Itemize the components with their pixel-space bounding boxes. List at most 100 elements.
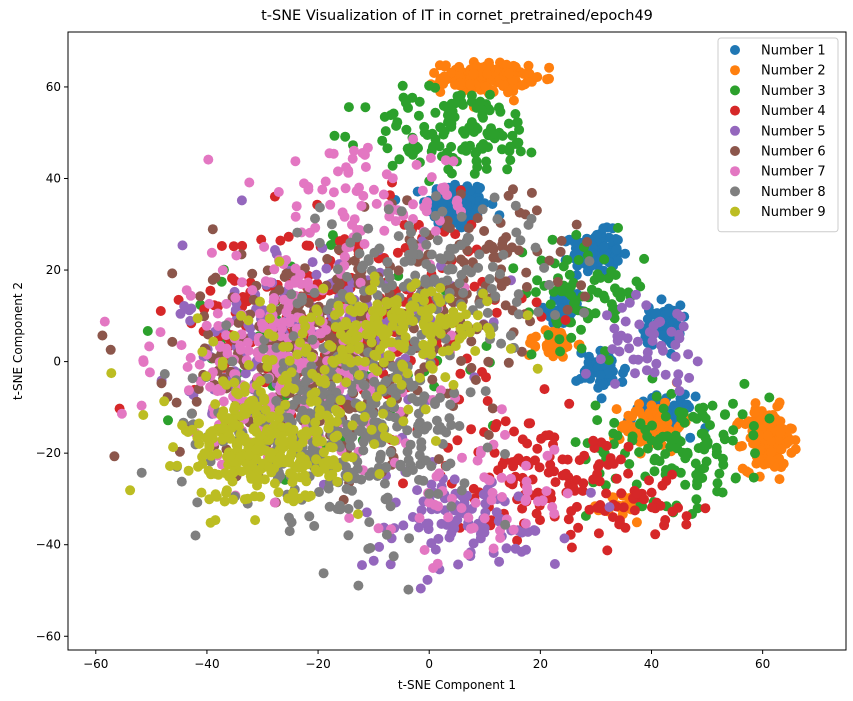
- x-tick-label: −60: [83, 657, 108, 671]
- scatter-point-7: [265, 277, 276, 288]
- scatter-point-5: [666, 326, 677, 337]
- scatter-point-8: [286, 289, 297, 300]
- scatter-point-9: [201, 432, 212, 443]
- scatter-point-9: [387, 320, 398, 331]
- scatter-point-5: [357, 560, 367, 571]
- scatter-point-9: [418, 339, 429, 350]
- scatter-point-9: [338, 349, 348, 359]
- x-tick-label: 60: [755, 657, 770, 671]
- scatter-point-2: [740, 419, 751, 430]
- scatter-point-8: [318, 568, 329, 579]
- scatter-point-7: [281, 307, 292, 318]
- scatter-point-8: [539, 262, 550, 273]
- scatter-point-2: [631, 517, 642, 528]
- scatter-point-4: [563, 514, 574, 525]
- scatter-point-8: [441, 427, 452, 438]
- scatter-point-3: [714, 468, 725, 479]
- scatter-point-9: [465, 327, 475, 338]
- scatter-point-3: [642, 431, 653, 442]
- x-axis: −60 −40 −20 0 20 40 60: [83, 650, 770, 671]
- x-tick-label: −20: [305, 657, 330, 671]
- scatter-point-9: [262, 361, 273, 372]
- scatter-point-5: [549, 559, 560, 569]
- scatter-point-8: [192, 497, 203, 508]
- scatter-point-2: [468, 68, 479, 79]
- scatter-point-3: [647, 420, 657, 431]
- scatter-point-6: [109, 451, 120, 462]
- scatter-point-2: [750, 398, 761, 409]
- scatter-point-7: [212, 386, 223, 397]
- scatter-point-4: [213, 301, 223, 312]
- scatter-point-9: [253, 416, 263, 427]
- scatter-point-1: [663, 306, 674, 317]
- scatter-point-7: [155, 327, 166, 338]
- scatter-point-7: [508, 524, 519, 535]
- scatter-point-7: [470, 497, 481, 508]
- scatter-point-9: [292, 349, 303, 360]
- scatter-point-8: [324, 501, 335, 512]
- scatter-point-3: [748, 472, 759, 483]
- scatter-point-2: [634, 399, 645, 409]
- scatter-point-9: [248, 424, 259, 435]
- scatter-point-7: [465, 523, 476, 534]
- scatter-point-8: [301, 376, 312, 386]
- scatter-point-8: [446, 501, 457, 512]
- scatter-point-9: [332, 373, 343, 384]
- scatter-point-6: [571, 219, 582, 230]
- scatter-point-6: [466, 362, 477, 373]
- scatter-point-3: [562, 255, 573, 265]
- scatter-point-6: [156, 378, 167, 389]
- scatter-point-2: [429, 68, 440, 78]
- scatter-point-5: [624, 297, 635, 308]
- scatter-point-5: [426, 479, 437, 490]
- scatter-point-6: [427, 374, 438, 385]
- scatter-point-5: [236, 195, 247, 206]
- scatter-point-4: [681, 519, 692, 530]
- scatter-point-5: [523, 526, 533, 537]
- scatter-point-3: [699, 463, 710, 474]
- scatter-point-3: [691, 413, 702, 424]
- scatter-point-7: [355, 277, 366, 288]
- scatter-point-7: [500, 429, 510, 440]
- scatter-point-9: [342, 471, 353, 482]
- scatter-point-9: [251, 444, 262, 455]
- scatter-point-9: [239, 494, 250, 505]
- scatter-point-8: [407, 465, 418, 475]
- scatter-point-5: [416, 505, 427, 516]
- scatter-point-9: [225, 451, 235, 462]
- scatter-point-9: [300, 414, 311, 425]
- scatter-point-8: [426, 461, 437, 472]
- scatter-point-1: [620, 363, 630, 374]
- scatter-point-7: [339, 251, 350, 262]
- scatter-point-6: [349, 255, 360, 266]
- scatter-point-8: [383, 204, 394, 215]
- scatter-point-3: [649, 466, 660, 477]
- scatter-point-2: [783, 436, 794, 447]
- scatter-point-9: [332, 476, 343, 487]
- scatter-point-6: [500, 300, 511, 311]
- scatter-point-6: [501, 232, 512, 243]
- scatter-point-3: [547, 234, 558, 245]
- scatter-point-7: [522, 482, 532, 493]
- scatter-point-8: [511, 297, 522, 307]
- scatter-point-1: [598, 241, 609, 252]
- scatter-point-9: [245, 471, 256, 482]
- scatter-point-4: [452, 435, 463, 446]
- scatter-point-2: [480, 81, 491, 92]
- scatter-point-8: [314, 487, 324, 497]
- scatter-point-4: [155, 306, 166, 316]
- legend-label: Number 9: [761, 205, 826, 220]
- scatter-point-9: [425, 360, 436, 371]
- scatter-point-6: [552, 277, 563, 287]
- x-tick-label: −40: [194, 657, 219, 671]
- scatter-point-2: [518, 68, 529, 79]
- scatter-point-9: [297, 437, 308, 448]
- scatter-point-8: [288, 331, 299, 342]
- scatter-point-5: [422, 574, 433, 585]
- scatter-point-3: [603, 355, 614, 366]
- scatter-point-3: [612, 430, 623, 441]
- scatter-point-5: [617, 302, 627, 313]
- scatter-point-5: [648, 320, 659, 331]
- scatter-point-3: [554, 334, 565, 345]
- scatter-point-7: [215, 342, 225, 352]
